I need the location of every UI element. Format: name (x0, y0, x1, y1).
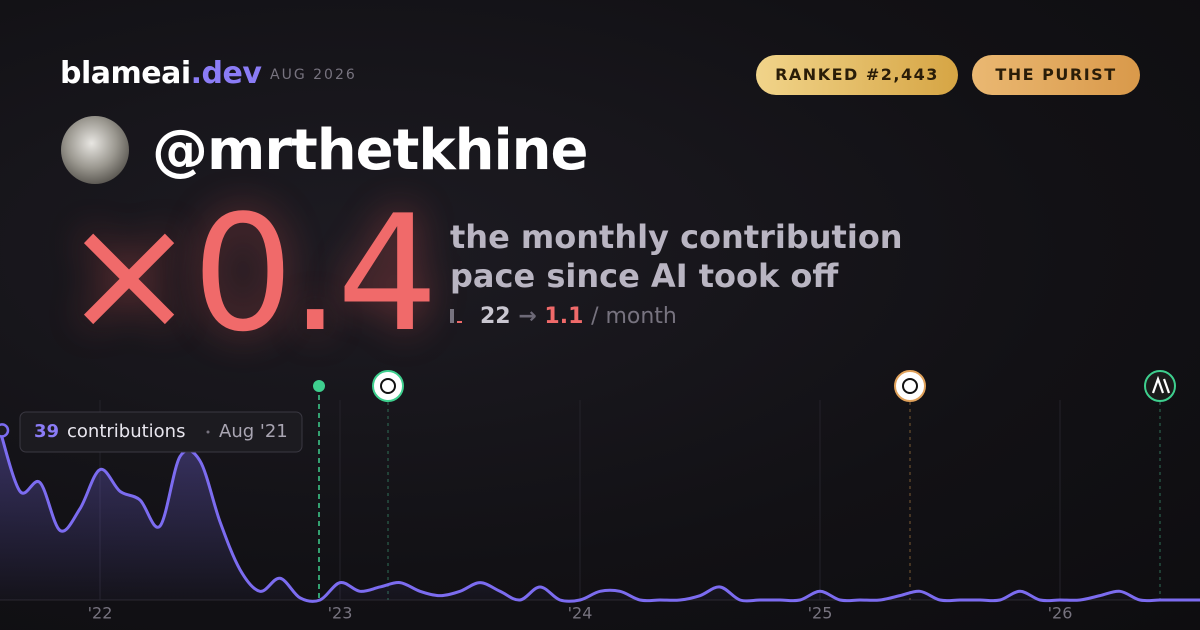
x-tick-label: '22 (88, 604, 113, 623)
stat-after: 1.1 (544, 304, 584, 329)
brand: blameai.dev (60, 56, 262, 91)
avatar (61, 116, 129, 184)
brand-date: AUG 2026 (270, 67, 357, 83)
event-icon (372, 370, 404, 402)
tooltip-value: 39 (34, 421, 59, 442)
tooltip-date: Aug '21 (219, 421, 288, 442)
highlight-point (0, 423, 10, 438)
line (0, 429, 1200, 603)
title-badge: THE PURIST (972, 55, 1140, 95)
event-icon (1144, 370, 1176, 402)
x-tick-label: '23 (328, 604, 353, 623)
tooltip: 39 contributions Aug '21 (19, 411, 303, 453)
event-dot (313, 380, 325, 392)
stat-before: 22 (480, 304, 511, 329)
brand-name: blameai (60, 56, 191, 91)
x-tick-label: '25 (808, 604, 833, 623)
stats: 22 → 1.1 / month (450, 304, 677, 329)
x-tick-label: '24 (568, 604, 593, 623)
username: @mrthetkhine (152, 118, 589, 183)
stat-unit: / month (591, 304, 677, 329)
area (0, 430, 1200, 602)
headline: the monthly contribution pace since AI t… (450, 218, 903, 296)
rank-badge: RANKED #2,443 (756, 55, 958, 95)
stat-arrow: → (518, 304, 537, 329)
event-icon (894, 370, 926, 402)
headline-line: pace since AI took off (450, 257, 839, 295)
x-tick-label: '26 (1048, 604, 1073, 623)
tooltip-label: contributions (67, 421, 185, 442)
headline-line: the monthly contribution (450, 218, 903, 256)
multiplier: ×0.4 (62, 180, 439, 367)
brand-tld: .dev (190, 56, 262, 91)
